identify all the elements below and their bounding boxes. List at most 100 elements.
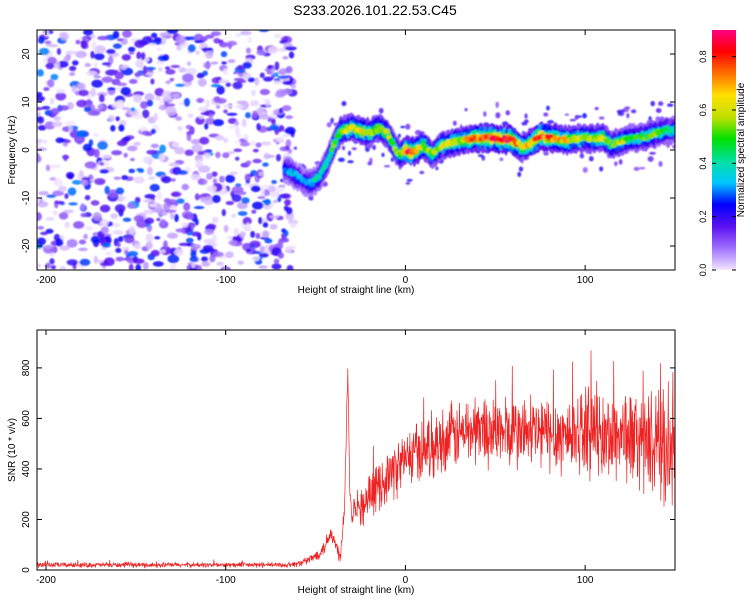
noise-cell [518, 166, 524, 172]
noise-cell [212, 178, 218, 185]
noise-cell [208, 113, 214, 118]
noise-cell [222, 152, 230, 159]
noise-cell [186, 67, 197, 76]
noise-cell [58, 212, 69, 220]
noise-cell [156, 191, 163, 201]
noise-cell [174, 116, 183, 121]
noise-cell [121, 54, 132, 61]
noise-cell [166, 232, 179, 239]
spectrogram-y-tick-label: -10 [21, 190, 32, 205]
noise-cell [618, 159, 623, 165]
noise-cell [187, 61, 192, 66]
noise-cell [121, 175, 129, 181]
noise-cell [137, 168, 145, 173]
noise-cell [49, 164, 62, 169]
noise-cell [237, 64, 244, 71]
noise-cell [196, 72, 205, 79]
noise-cell [263, 205, 272, 210]
noise-cell [128, 51, 135, 55]
noise-cell [119, 65, 128, 70]
noise-cell [464, 107, 468, 112]
noise-cell [133, 176, 145, 184]
noise-cell [195, 158, 204, 167]
noise-cell [50, 265, 56, 270]
noise-cell [147, 43, 157, 47]
noise-cell [127, 251, 139, 257]
noise-cell [221, 209, 226, 217]
noise-cell [100, 226, 109, 234]
noise-cell [175, 45, 183, 51]
noise-cell [195, 50, 200, 55]
signal-cell [327, 153, 333, 159]
noise-cell [214, 135, 225, 141]
noise-cell [201, 47, 213, 52]
spectrogram-y-tick-label: -20 [21, 238, 32, 253]
noise-cell [77, 247, 88, 252]
noise-cell [212, 119, 224, 127]
noise-cell [245, 160, 252, 166]
noise-cell [280, 193, 292, 199]
noise-cell [115, 247, 122, 253]
noise-cell [142, 65, 148, 75]
noise-cell [267, 186, 276, 193]
noise-cell [46, 194, 56, 198]
noise-cell [93, 133, 99, 138]
noise-cell [183, 202, 191, 211]
chart-title: S233.2026.101.22.53.C45 [293, 2, 457, 18]
noise-cell [66, 239, 78, 248]
noise-cell [616, 109, 623, 114]
noise-cell [546, 105, 550, 111]
noise-cell [51, 121, 63, 128]
noise-cell [108, 114, 115, 122]
noise-cell [83, 30, 94, 36]
noise-cell [262, 221, 269, 228]
noise-cell [157, 55, 168, 62]
noise-cell [204, 122, 209, 130]
noise-cell [150, 78, 155, 85]
noise-cell [256, 123, 261, 131]
snr-y-tick-label: 0 [21, 567, 32, 573]
noise-cell [264, 238, 273, 244]
noise-cell [367, 161, 373, 166]
noise-cell [201, 261, 211, 267]
noise-cell [216, 98, 227, 104]
noise-cell [85, 225, 93, 231]
noise-cell [47, 44, 59, 48]
noise-cell [229, 171, 238, 176]
signal-cell [390, 140, 396, 146]
noise-cell [452, 120, 457, 126]
noise-cell [99, 204, 111, 213]
noise-cell [37, 237, 46, 246]
noise-cell [225, 82, 232, 87]
noise-cell [114, 71, 124, 80]
noise-cell [157, 47, 162, 52]
snr-y-ticks: 0 200 400 600 800 [21, 359, 675, 573]
noise-cell [66, 259, 79, 266]
noise-cell [199, 136, 210, 145]
noise-cell [37, 153, 41, 163]
noise-cell [338, 157, 345, 163]
noise-cell [226, 112, 238, 116]
noise-cell [341, 145, 346, 151]
noise-cell [284, 245, 294, 254]
noise-cell [624, 106, 631, 109]
colorbar-tick-label: 0.6 [698, 104, 708, 117]
noise-cell [288, 51, 295, 59]
noise-cell [524, 113, 528, 119]
noise-cell [134, 72, 141, 77]
noise-cell [242, 217, 252, 226]
noise-cell [141, 130, 151, 136]
noise-cell [97, 104, 104, 110]
noise-cell [142, 156, 154, 164]
noise-cell [211, 77, 221, 84]
noise-cell [186, 132, 192, 142]
noise-cell [102, 242, 111, 248]
noise-cell [243, 133, 249, 141]
noise-cell [37, 212, 42, 221]
spectrogram-y-tick-label: 20 [21, 48, 32, 60]
noise-cell [45, 228, 54, 234]
noise-cell [135, 60, 144, 68]
noise-cell [38, 47, 50, 56]
noise-cell [94, 52, 105, 61]
